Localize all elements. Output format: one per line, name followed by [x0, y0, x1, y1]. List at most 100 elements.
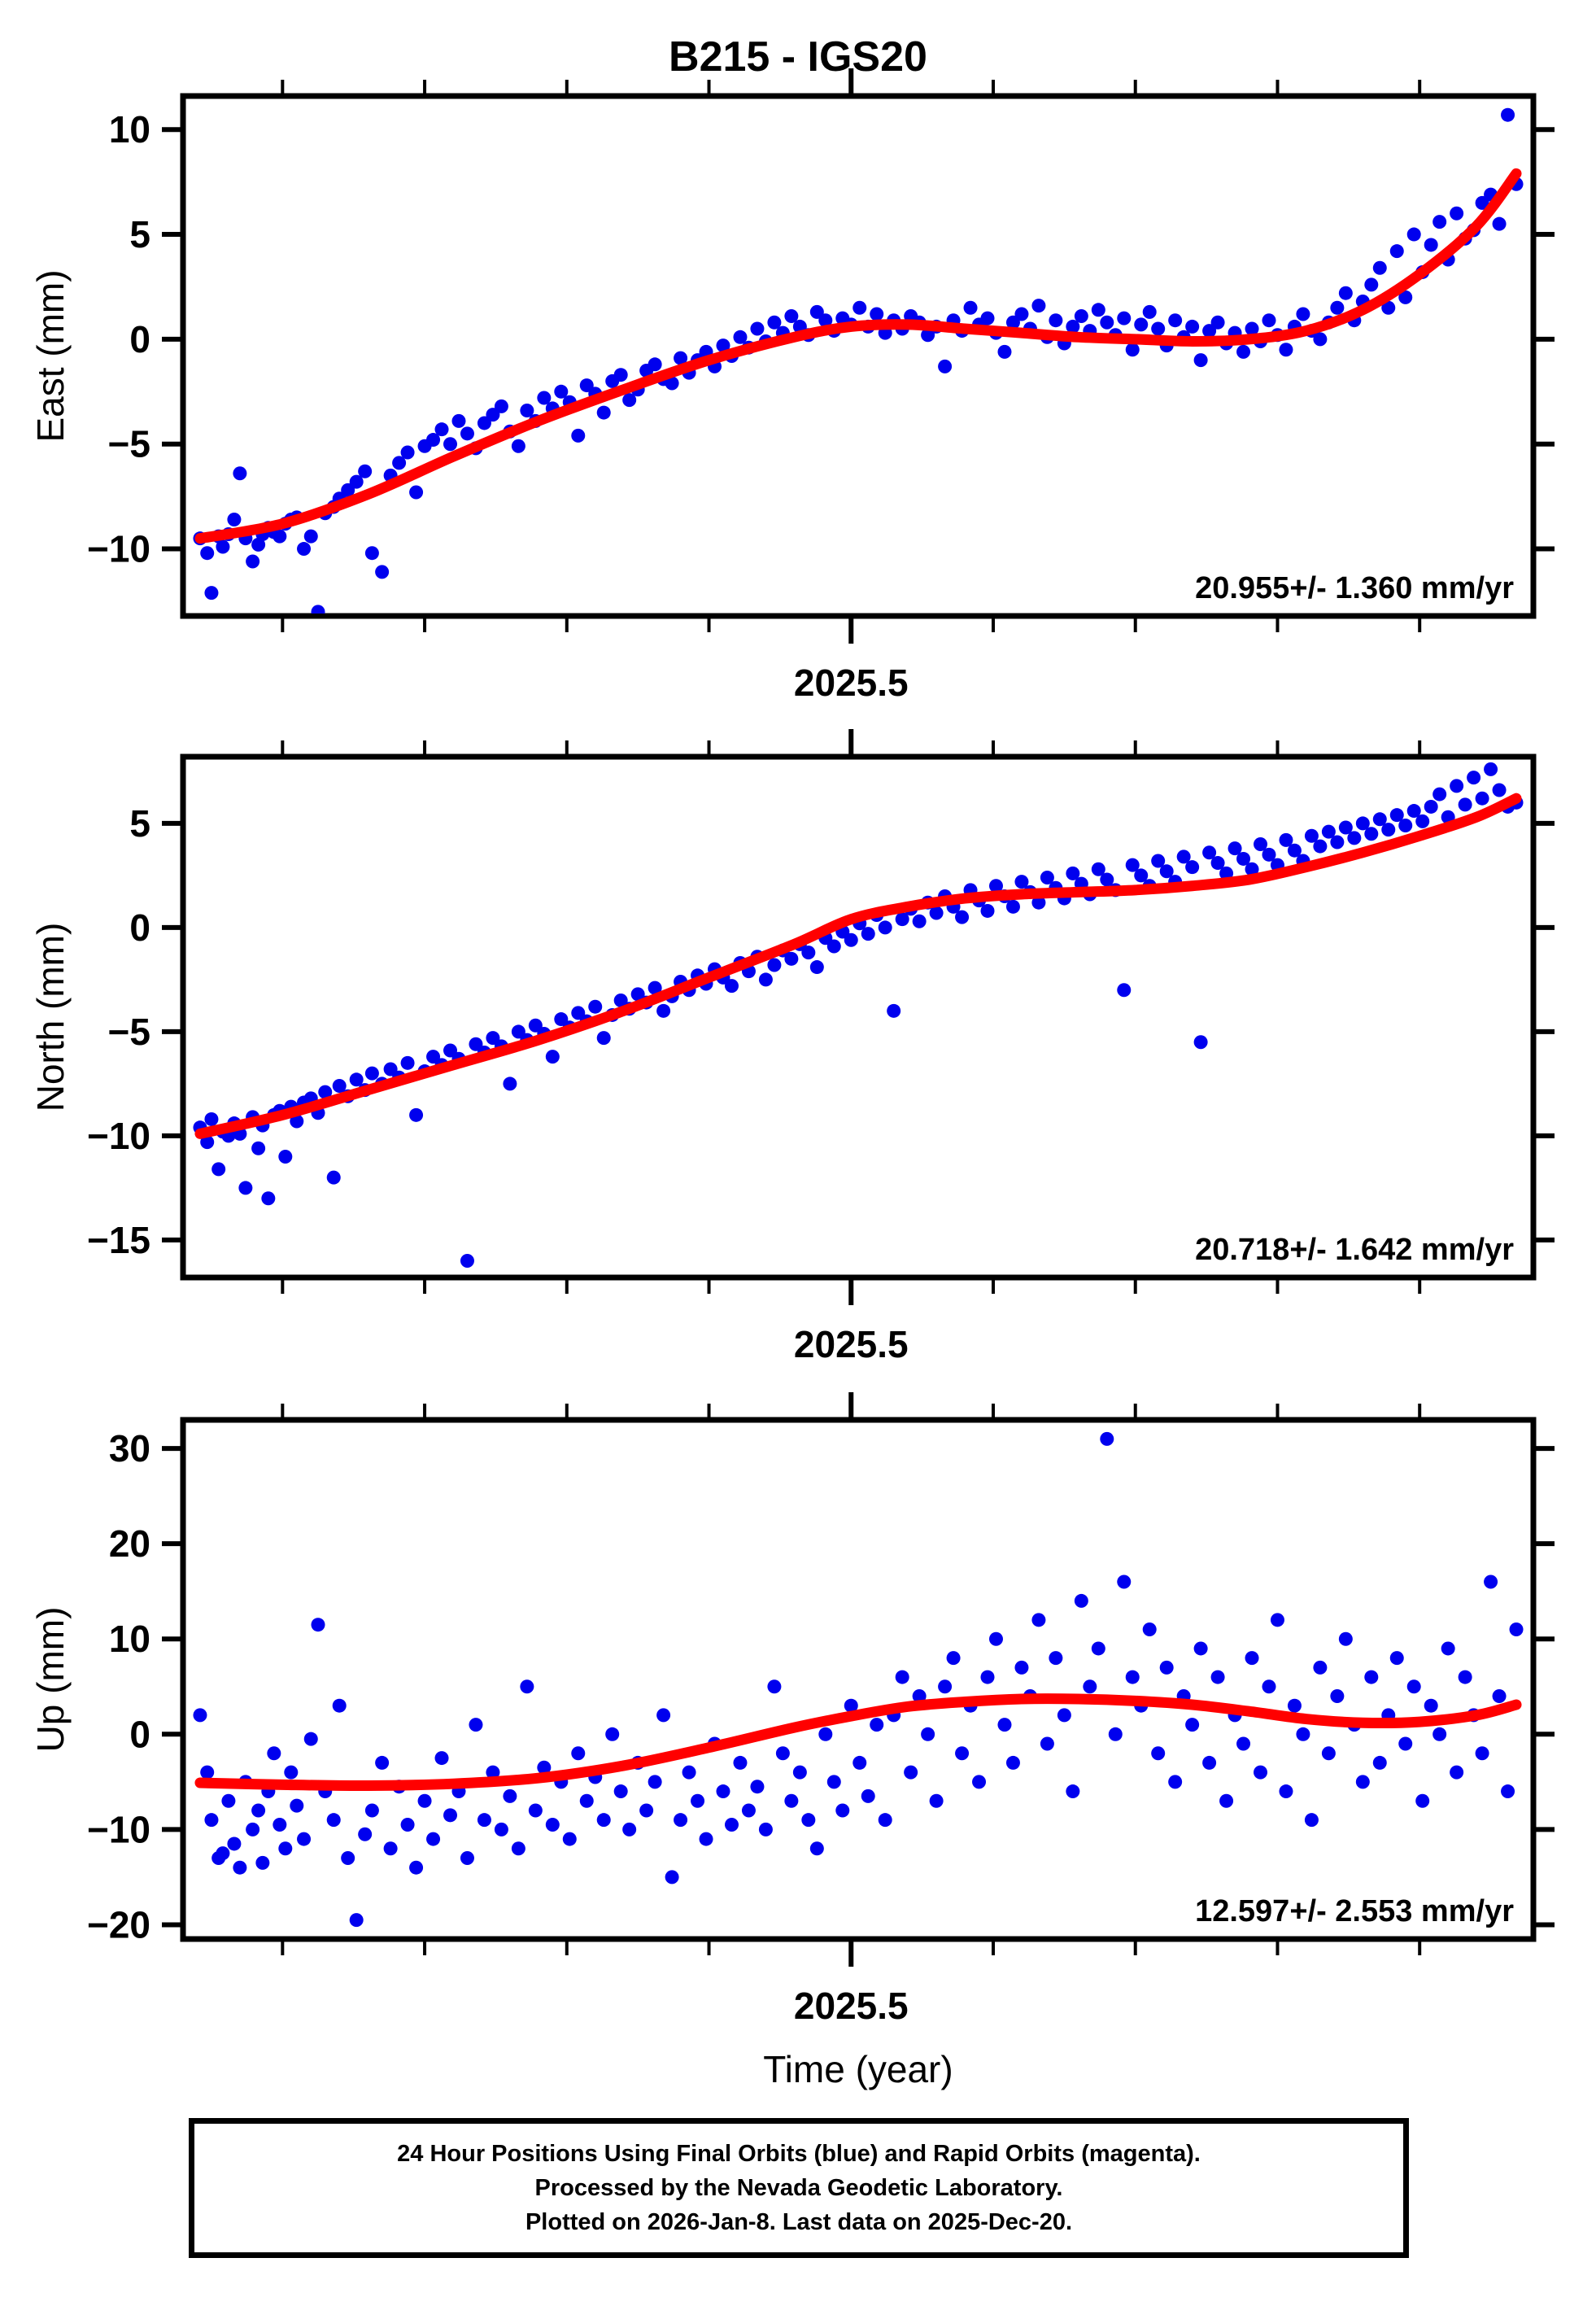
data-point: [1005, 899, 1020, 914]
x-tick-label: 2025.5: [794, 1985, 909, 2027]
data-point: [434, 1751, 449, 1766]
data-point: [349, 1072, 364, 1087]
data-point: [844, 1698, 858, 1713]
data-point: [622, 1822, 637, 1837]
data-point: [1262, 847, 1276, 862]
data-point: [1074, 1593, 1088, 1608]
data-point: [1381, 300, 1396, 315]
data-point: [426, 1050, 441, 1064]
data-point: [1193, 1035, 1208, 1050]
data-point: [630, 987, 645, 1002]
trend-line-up: [194, 1693, 1522, 1792]
data-point: [809, 960, 824, 975]
data-point: [273, 529, 287, 544]
data-point: [1501, 1784, 1515, 1799]
data-point: [251, 1141, 266, 1155]
data-point: [1185, 1718, 1200, 1732]
data-point: [520, 1679, 534, 1694]
data-point: [750, 321, 765, 336]
data-point: [417, 1793, 432, 1808]
data-point: [1159, 864, 1174, 879]
data-point: [1074, 309, 1088, 324]
x-axis-title: Time (year): [763, 2048, 953, 2090]
data-point: [1014, 1660, 1029, 1675]
data-point: [1168, 1775, 1183, 1789]
data-point: [1228, 841, 1242, 856]
data-point: [955, 910, 970, 924]
data-point: [895, 912, 909, 927]
data-point: [443, 1043, 458, 1058]
x-tick-label: 2025.5: [794, 1323, 909, 1365]
data-point: [716, 1784, 730, 1799]
data-point: [921, 328, 935, 343]
data-point: [1450, 206, 1464, 221]
data-point: [835, 1803, 850, 1818]
data-point: [801, 1813, 816, 1828]
data-point: [486, 1765, 500, 1780]
data-point: [946, 1651, 961, 1666]
data-point: [261, 1191, 276, 1206]
data-point: [1398, 818, 1413, 832]
data-point: [554, 384, 569, 399]
data-point: [622, 393, 637, 408]
data-point: [997, 1718, 1012, 1732]
data-point: [358, 1827, 373, 1841]
data-point: [1193, 353, 1208, 368]
data-point: [400, 445, 415, 460]
data-point: [826, 1775, 841, 1789]
data-point: [1254, 837, 1268, 852]
data-point: [318, 1085, 333, 1099]
data-point: [238, 1181, 253, 1195]
data-point: [1040, 870, 1054, 884]
data-point: [1219, 866, 1234, 880]
data-point: [297, 1832, 312, 1846]
data-point: [1236, 344, 1251, 359]
data-point: [639, 1803, 654, 1818]
data-point: [1279, 1784, 1293, 1799]
data-point: [451, 413, 466, 428]
data-point: [511, 1841, 525, 1856]
data-point: [1330, 835, 1345, 849]
rate-annotation-east: 20.955+/- 1.360 mm/yr: [1195, 571, 1514, 605]
data-point: [605, 1727, 620, 1741]
data-point: [895, 1670, 909, 1684]
data-point: [477, 416, 491, 430]
data-point: [1389, 1651, 1404, 1666]
data-point: [233, 1860, 247, 1875]
panel-up-group: 30 20 10 0 −10 −20 2025.5 Up (mm) 12.597+/- 2.55…: [29, 1392, 1555, 2090]
data-point: [1091, 1641, 1105, 1656]
data-point: [904, 1765, 918, 1780]
data-point: [656, 1708, 671, 1723]
data-point: [1415, 1793, 1430, 1808]
data-point: [460, 1851, 474, 1865]
data-point: [494, 1822, 508, 1837]
data-point: [980, 1670, 995, 1684]
y-tick-label: 10: [109, 1618, 150, 1660]
data-point: [1509, 1622, 1524, 1637]
data-point: [1458, 1670, 1472, 1684]
data-point: [1475, 195, 1489, 210]
data-point: [409, 1860, 424, 1875]
data-point: [537, 391, 552, 405]
data-point: [545, 1818, 560, 1832]
y-tick-label: −5: [108, 1011, 150, 1053]
data-point: [955, 1746, 970, 1761]
data-point: [1364, 277, 1379, 292]
data-point: [200, 1765, 215, 1780]
y-axis-title-east: East (mm): [29, 269, 72, 442]
data-point: [503, 1788, 517, 1803]
data-point: [1117, 311, 1132, 325]
data-point: [1296, 307, 1310, 321]
data-point: [988, 1631, 1003, 1646]
data-point: [332, 1078, 347, 1093]
data-point: [1424, 1698, 1438, 1713]
y-axis-title-up: Up (mm): [29, 1607, 72, 1753]
data-point: [469, 1718, 483, 1732]
data-point: [809, 304, 824, 319]
panel-east-group: 10 5 0 −5 −10 2025.5 East (mm) 20.955+/- 1.360 …: [29, 68, 1555, 704]
data-point: [1134, 868, 1149, 883]
data-point: [409, 1107, 424, 1122]
data-point: [1296, 1727, 1310, 1741]
data-point: [358, 464, 373, 478]
